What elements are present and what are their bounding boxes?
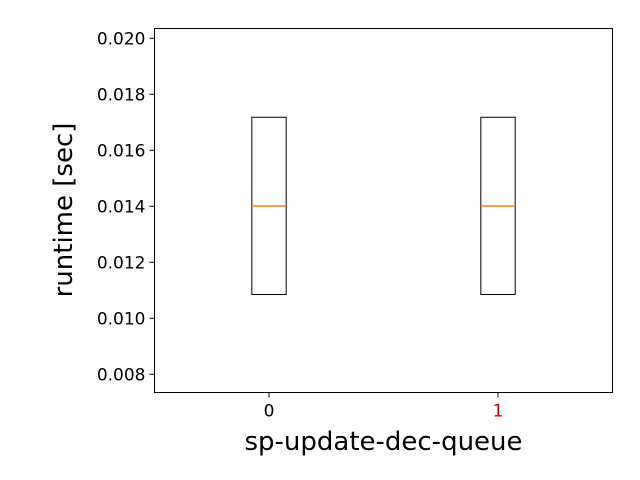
y-axis-label: runtime [sec] — [49, 123, 79, 298]
y-tick-label: 0.008 — [97, 365, 146, 385]
box-group — [480, 116, 516, 296]
plot-marks — [251, 116, 516, 296]
y-axis: 0.008 0.010 0.012 0.014 0.016 0.018 0.020 — [97, 29, 155, 385]
y-tick-label: 0.014 — [97, 197, 146, 217]
y-tick-label: 0.016 — [97, 141, 146, 161]
y-tick-label: 0.020 — [97, 29, 146, 49]
x-tick-label: 1 — [493, 402, 504, 422]
x-axis-label: sp-update-dec-queue — [244, 427, 522, 457]
box-group — [251, 116, 287, 296]
y-tick-label: 0.018 — [97, 85, 146, 105]
x-tick-label: 0 — [264, 402, 275, 422]
y-tick-label: 0.010 — [97, 309, 146, 329]
y-tick-label: 0.012 — [97, 253, 146, 273]
plot-area-frame — [154, 28, 613, 393]
